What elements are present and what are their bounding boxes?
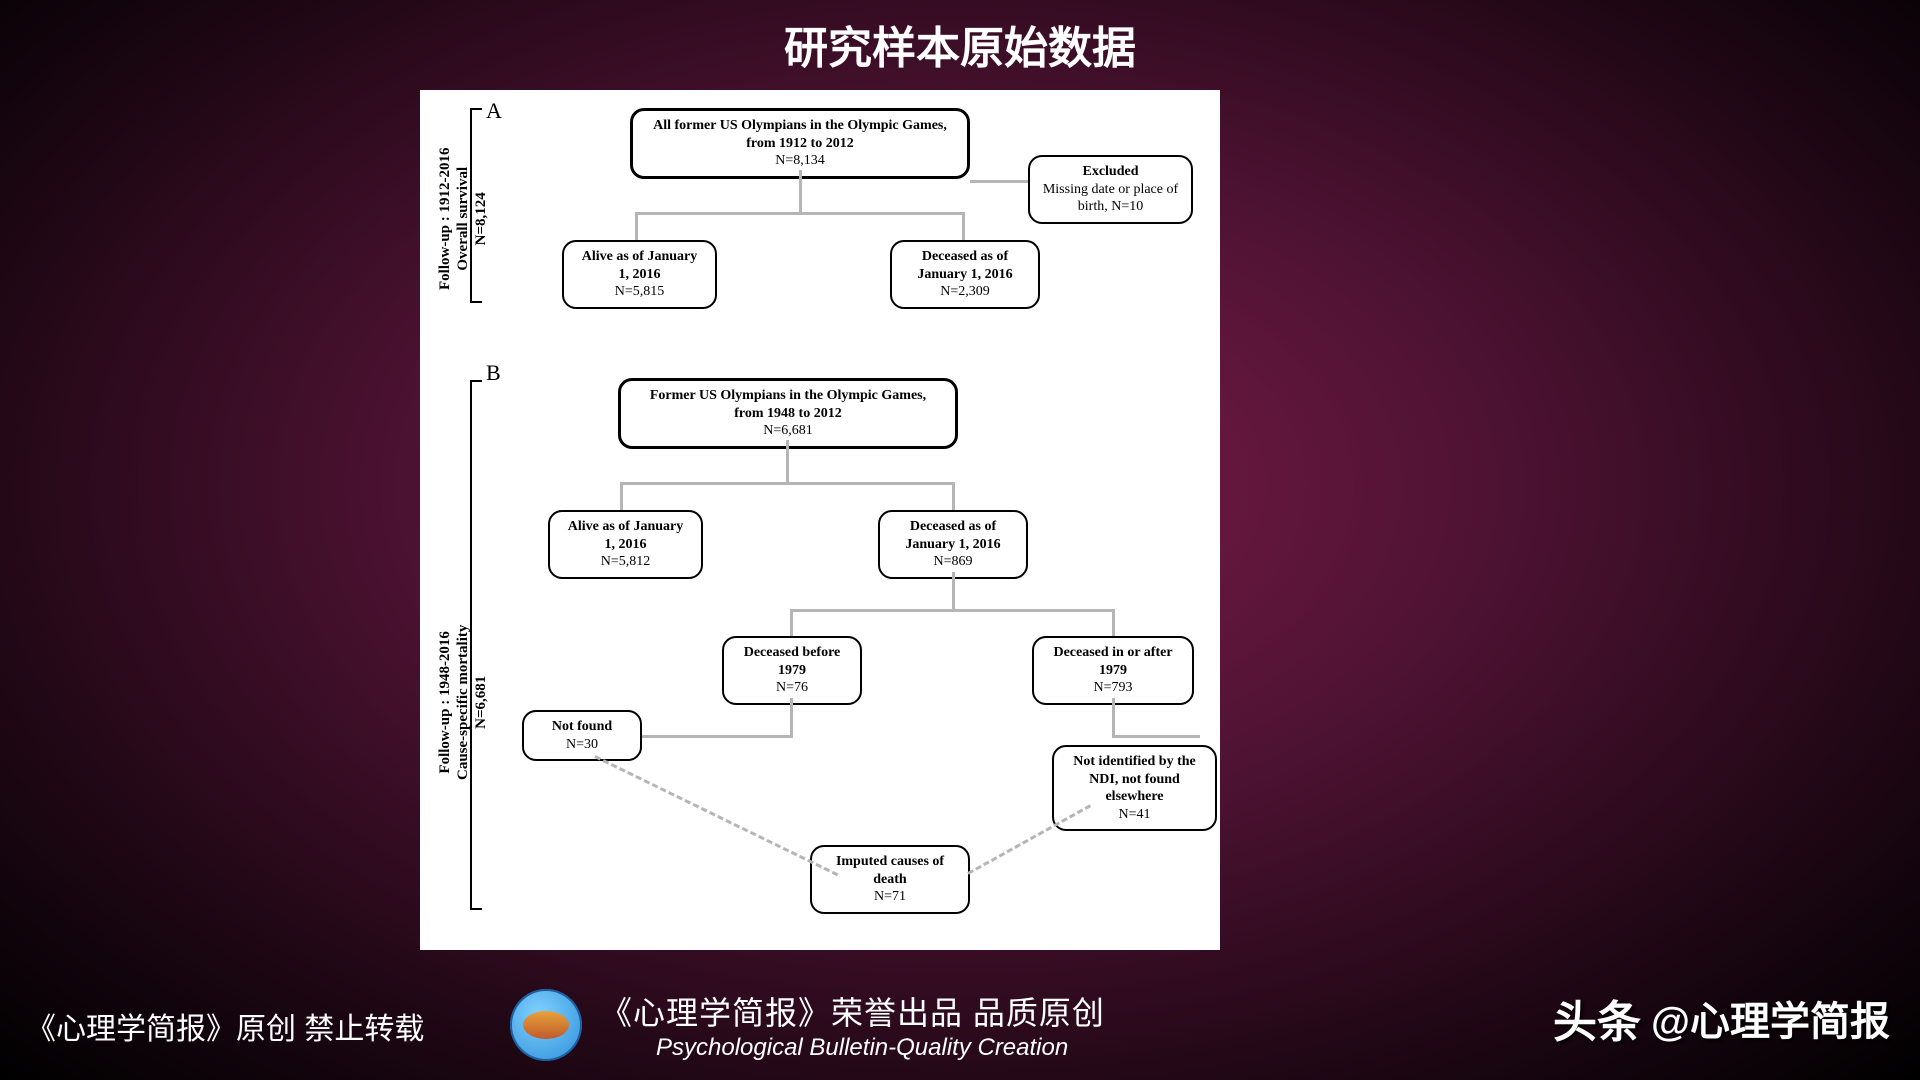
a-ex-l2: Missing date or place [1043,182,1163,197]
panel-a-label: A [486,98,502,124]
a-root-n: N=8,134 [775,153,825,168]
a-conn-dead-v [962,212,965,242]
a-root-l1: All former US Olympians in the Olympic G… [643,117,957,135]
b-al-l1: Alive as of January [560,518,691,536]
dash-right-to-imputed [967,804,1091,874]
b-ndi-l1: Not identified by the [1064,753,1205,771]
a-conn-split-h [635,212,965,215]
b-root-l1: Former US Olympians in the Olympic Games… [631,387,945,405]
b-ndi-l3: elsewhere [1064,788,1205,806]
footer-left-text: 《心理学简报》原创 禁止转载 [26,1004,424,1048]
panel-b-alive-box: Alive as of January 1, 2016 N=5,812 [548,510,703,579]
figure-container: A Follow-up : 1912-2016 Overall survival… [420,90,1220,950]
footer-center-line2: Psychological Bulletin-Quality Creation [600,1034,1105,1062]
b-side-1: Follow-up : 1948-2016 [437,631,453,774]
b-side-2: Cause-specific mortality [455,625,471,780]
b-conn-after-v [1112,609,1115,639]
b-conn-root-down [786,440,789,485]
b-nf-n: N=30 [566,737,598,752]
panel-a-side-2: Overall survival [455,167,471,271]
a-conn-alive-v [635,212,638,242]
b-conn-before-down [790,698,793,738]
panel-b-after-box: Deceased in or after 1979 N=793 [1032,636,1194,705]
b-im-l1: Imputed causes of [822,853,958,871]
footer-handle: @心理学简报 [1651,989,1890,1047]
a-conn-root-down [799,170,802,215]
b-af-n: N=793 [1093,680,1132,695]
b-conn-split1-h [620,482,955,485]
footer-center-line1: 《心理学简报》荣誉出品 品质原创 [600,988,1105,1034]
footer-center-text: 《心理学简报》荣誉出品 品质原创 Psychological Bulletin-… [600,988,1105,1062]
b-al-n: N=5,812 [601,554,651,569]
panel-a-excluded-box: Excluded Missing date or place of birth,… [1028,155,1193,224]
b-de-l1: Deceased as of [890,518,1016,536]
b-conn-split2-h [790,609,1115,612]
b-conn-ndi-h [1112,735,1200,738]
panel-a-dead-box: Deceased as of January 1, 2016 N=2,309 [890,240,1040,309]
a-de-n: N=2,309 [940,284,990,299]
b-bf-l1: Deceased before [734,644,850,662]
dash-left-to-imputed [594,755,838,876]
b-conn-dead-down [952,572,955,612]
b-de-n: N=869 [933,554,972,569]
b-nf-l1: Not found [534,718,630,736]
panel-b-side-label: Follow-up : 1948-2016 Cause-specific mor… [436,625,490,780]
a-al-l1: Alive as of January [574,248,705,266]
b-conn-before-v [790,609,793,639]
flowchart: A Follow-up : 1912-2016 Overall survival… [420,90,1220,950]
b-root-l2: from 1948 to 2012 [631,405,945,423]
a-al-l2: 1, 2016 [574,266,705,284]
b-im-n: N=71 [874,889,906,904]
b-de-l2: January 1, 2016 [890,536,1016,554]
slide-title: 研究样本原始数据 [0,12,1920,76]
a-de-l2: January 1, 2016 [902,266,1028,284]
b-af-l1: Deceased in or after [1044,644,1182,662]
brand-badge-icon [510,989,582,1061]
b-af-l2: 1979 [1044,662,1182,680]
panel-a-side-label: Follow-up : 1912-2016 Overall survival N… [436,148,490,291]
panel-b-ndi-box: Not identified by the NDI, not found els… [1052,745,1217,831]
b-conn-dead-v [952,482,955,512]
footer-center: 《心理学简报》荣誉出品 品质原创 Psychological Bulletin-… [510,988,1105,1062]
panel-b-label: B [486,360,501,386]
b-root-n: N=6,681 [763,423,813,438]
b-side-3: N=6,681 [473,676,489,729]
b-bf-l2: 1979 [734,662,850,680]
b-conn-after-down [1112,698,1115,738]
a-al-n: N=5,815 [615,284,665,299]
panel-b-imputed-box: Imputed causes of death N=71 [810,845,970,914]
b-al-l2: 1, 2016 [560,536,691,554]
toutiao-logo-icon: 头条 [1553,986,1641,1050]
footer: 《心理学简报》原创 禁止转载 《心理学简报》荣誉出品 品质原创 Psycholo… [0,970,1920,1080]
a-de-l1: Deceased as of [902,248,1028,266]
footer-right: 头条 @心理学简报 [1553,986,1890,1050]
panel-a-side-3: N=8,124 [473,192,489,245]
b-ndi-l2: NDI, not found [1064,771,1205,789]
toutiao-big: 头条 [1553,986,1641,1050]
b-conn-alive-v [620,482,623,512]
a-root-l2: from 1912 to 2012 [643,135,957,153]
panel-b-notfound-box: Not found N=30 [522,710,642,761]
a-ex-l1: Excluded [1040,163,1181,181]
panel-a-alive-box: Alive as of January 1, 2016 N=5,815 [562,240,717,309]
panel-b-root-box: Former US Olympians in the Olympic Games… [618,378,958,449]
panel-b-before-box: Deceased before 1979 N=76 [722,636,862,705]
b-ndi-n: N=41 [1118,807,1150,822]
b-bf-n: N=76 [776,680,808,695]
panel-a-root-box: All former US Olympians in the Olympic G… [630,108,970,179]
slide-root: 研究样本原始数据 A Follow-up : 1912-2016 Overall… [0,0,1920,1080]
panel-a-side-1: Follow-up : 1912-2016 [437,148,453,291]
a-conn-excl [970,180,1028,183]
b-conn-nf-h [641,735,793,738]
panel-b-dead-box: Deceased as of January 1, 2016 N=869 [878,510,1028,579]
b-im-l2: death [822,871,958,889]
